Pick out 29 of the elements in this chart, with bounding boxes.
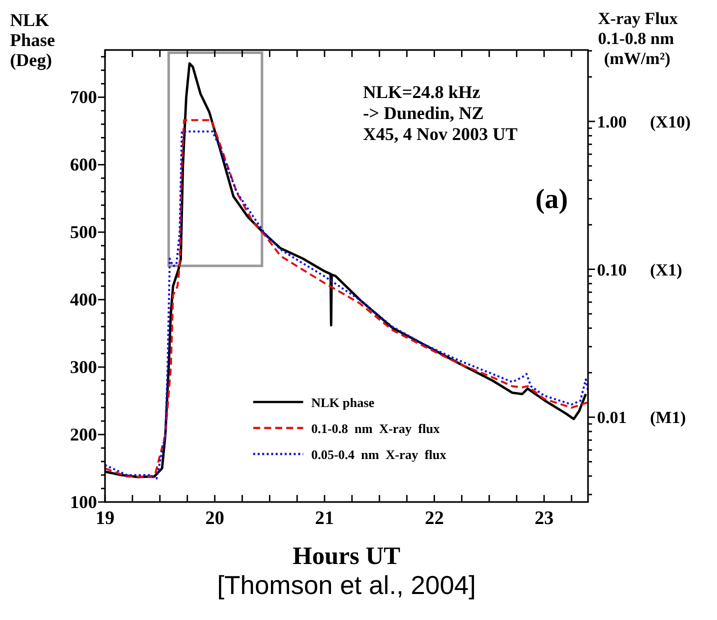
- text: (M1): [650, 408, 686, 428]
- x-tick-label: 23: [534, 508, 554, 529]
- legend-label: 0.05-0.4 nm X-ray flux: [311, 447, 447, 462]
- annotation: X45, 4 Nov 2003 UT: [362, 124, 518, 144]
- annotation: (a): [535, 184, 568, 215]
- y2-tick-label: 0.01: [597, 408, 627, 428]
- y-tick-label: 500: [70, 222, 97, 242]
- y-tick-label: 300: [70, 357, 97, 378]
- x-tick-label: 22: [424, 508, 444, 529]
- y2-axis-title: X-ray Flux 0.1-0.8 nm (mW/m²): [598, 9, 678, 68]
- text: [Thomson et al., 2004]: [217, 570, 476, 600]
- legend-label: 0.1-0.8 nm X-ray flux: [311, 421, 440, 436]
- x-tick-label: 19: [96, 508, 114, 529]
- x-tick-label: 21: [315, 508, 334, 529]
- y-tick-label: 100: [70, 492, 97, 512]
- y2-tick-label: 0.10: [597, 260, 627, 280]
- y-tick-label: 200: [70, 424, 97, 445]
- y-tick-label: 400: [70, 290, 97, 310]
- x-axis-title: Hours UT: [292, 543, 401, 570]
- x-tick-label: 20: [205, 508, 224, 529]
- text: (X10): [650, 112, 691, 132]
- y-tick-label: 700: [70, 87, 97, 108]
- annotation: -> Dunedin, NZ: [362, 103, 484, 123]
- annotation: NLK=24.8 kHz: [362, 82, 480, 102]
- legend-label: NLK phase: [311, 395, 375, 410]
- y-tick-label: 600: [70, 154, 97, 175]
- y-axis-title: NLK Phase (Deg): [10, 10, 56, 70]
- y2-tick-label: 1.00: [597, 112, 627, 132]
- text: (X1): [650, 260, 682, 280]
